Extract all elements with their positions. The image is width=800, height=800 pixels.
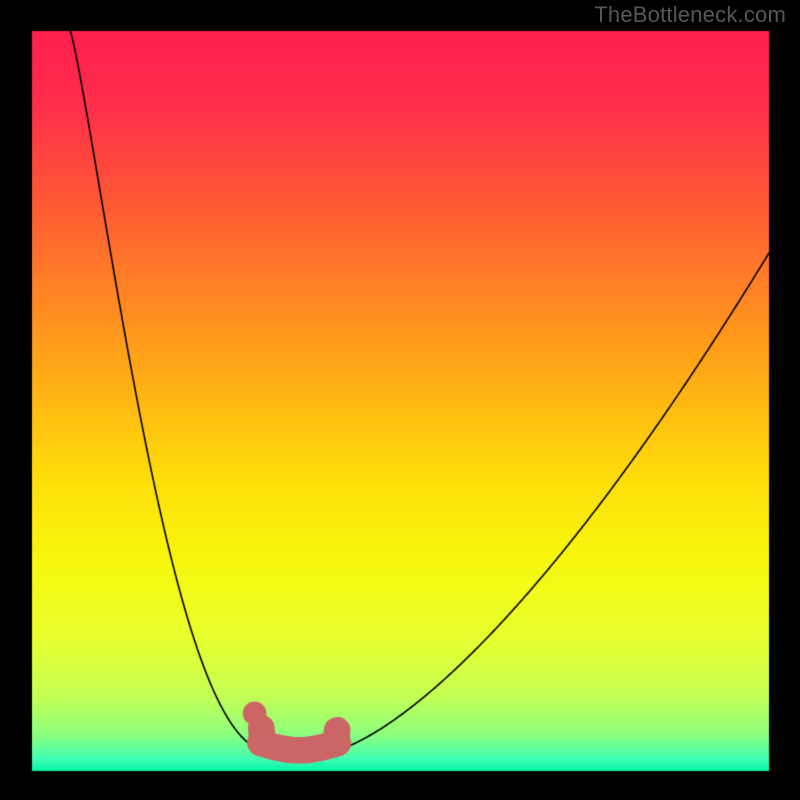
bottleneck-curve-chart	[0, 0, 800, 800]
chart-root: TheBottleneck.com	[0, 0, 800, 800]
watermark-text: TheBottleneck.com	[594, 2, 786, 28]
